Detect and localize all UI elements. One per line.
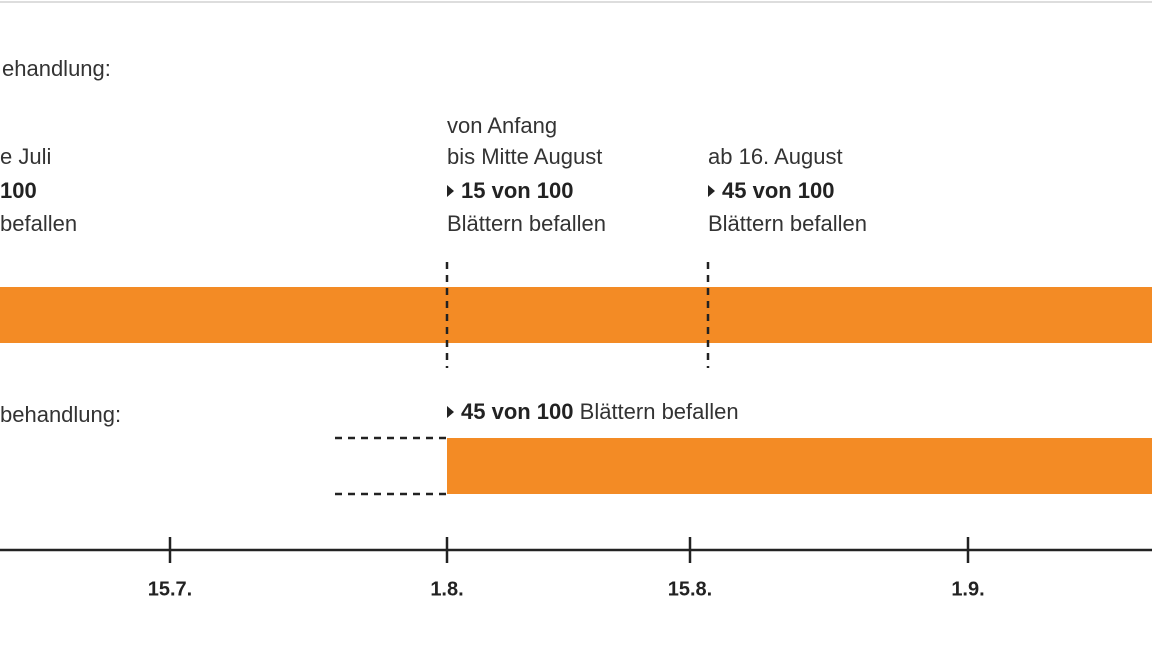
note-count: 100 (0, 178, 37, 203)
tick-label: 15.8. (668, 578, 712, 600)
note-line: befallen (0, 211, 77, 236)
marker (447, 406, 454, 418)
section-title: ehandlung: (2, 56, 111, 81)
note-count: 45 von 100 (461, 399, 574, 424)
tick-label: 15.7. (148, 578, 192, 600)
note-count: 15 von 100 (461, 178, 574, 203)
note-line: bis Mitte August (447, 144, 602, 169)
axis-ticks: 15.7. 1.8. 15.8. 1.9. (148, 537, 985, 600)
section-title: behandlung: (0, 402, 121, 427)
note-line: 45 von 100 Blättern befallen (461, 399, 739, 424)
tick-label: 1.8. (430, 578, 463, 600)
tick-label: 1.9. (951, 578, 984, 600)
note-line: ab 16. August (708, 144, 843, 169)
note-line: e Juli (0, 144, 51, 169)
marker (447, 185, 454, 197)
marker (708, 185, 715, 197)
bar (447, 438, 1152, 494)
note-text: Blättern befallen (580, 399, 739, 424)
note-line: von Anfang (447, 113, 557, 138)
note-line: Blättern befallen (708, 211, 867, 236)
bar (0, 287, 1152, 343)
note-count: 45 von 100 (722, 178, 835, 203)
note-line: Blättern befallen (447, 211, 606, 236)
